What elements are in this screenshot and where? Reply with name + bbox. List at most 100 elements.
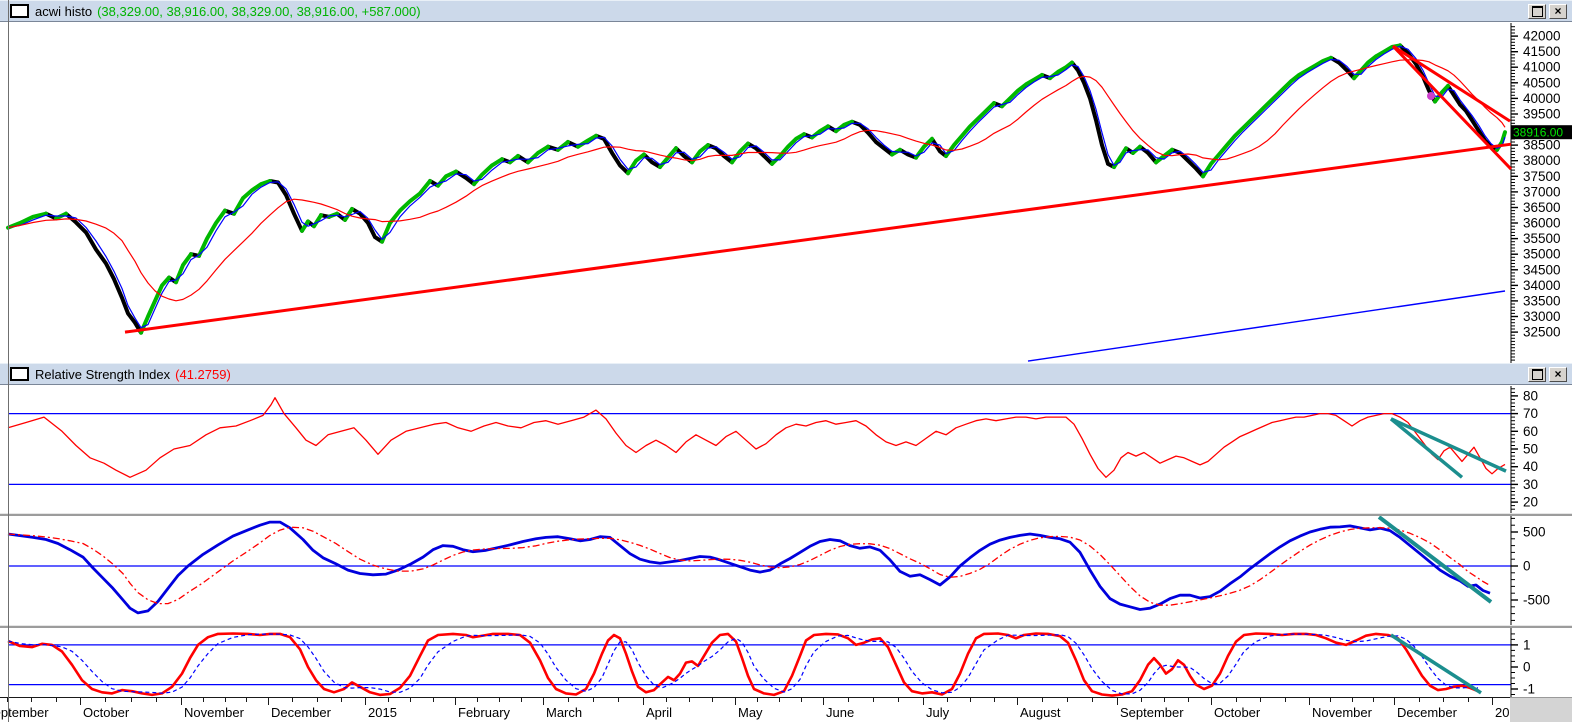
stoch-oscillator-signal-line xyxy=(7,633,1479,695)
date-tick xyxy=(898,698,899,702)
date-tick xyxy=(823,698,824,705)
rsi-tick-label: 50 xyxy=(1523,442,1538,457)
price-tick-label: 35000 xyxy=(1523,247,1561,262)
rsi-tick-label: 70 xyxy=(1523,406,1538,421)
month-label: November xyxy=(1312,705,1372,720)
date-tick xyxy=(946,698,948,702)
date-tick xyxy=(1351,698,1353,702)
panel-separator[interactable] xyxy=(0,513,1572,516)
fan-line-upper[interactable] xyxy=(1392,44,1511,123)
rsi-panel-title: Relative Strength Index xyxy=(35,366,171,382)
price-tick-label: 37000 xyxy=(1523,184,1561,199)
stoch-tick-label: -1 xyxy=(1523,682,1535,697)
date-tick xyxy=(316,698,318,702)
price-tick-label: 34500 xyxy=(1523,262,1561,277)
date-tick xyxy=(521,698,522,702)
price-window-buttons: × xyxy=(1528,4,1567,19)
price-ma-fast-line xyxy=(7,45,1506,329)
date-tick xyxy=(499,698,500,702)
date-tick xyxy=(666,698,667,702)
date-tick xyxy=(1042,698,1043,702)
month-label: December xyxy=(271,705,331,720)
rsi-plot: 80 70 60 50 40 30 20 xyxy=(7,386,1538,513)
mom-tick-label: 0 xyxy=(1523,559,1531,574)
date-tick xyxy=(292,698,294,702)
date-tick xyxy=(387,698,389,702)
momentum-plot: 500 0 -500 xyxy=(7,516,1550,625)
month-label: October xyxy=(83,705,130,720)
month-label: November xyxy=(184,705,244,720)
rsi-tick-label: 40 xyxy=(1523,459,1538,474)
date-tick xyxy=(268,698,269,705)
stoch-teal-trendline[interactable] xyxy=(1390,633,1482,695)
date-tick xyxy=(1309,698,1310,705)
price-tick-label: 38000 xyxy=(1523,153,1561,168)
date-tick xyxy=(1164,698,1165,702)
mom-tick-label: -500 xyxy=(1523,593,1550,608)
date-tick xyxy=(1211,698,1212,705)
date-tick xyxy=(202,698,204,702)
rsi-indicator-checkbox[interactable] xyxy=(10,367,29,381)
price-tick-label: 33500 xyxy=(1523,293,1561,308)
magenta-dot[interactable] xyxy=(1427,92,1435,100)
close-button[interactable]: × xyxy=(1549,4,1567,19)
price-tick-label: 38500 xyxy=(1523,138,1561,153)
date-tick xyxy=(432,698,434,702)
date-tick xyxy=(970,698,971,702)
price-tick-label: 37500 xyxy=(1523,169,1561,184)
price-tick-label: 34000 xyxy=(1523,278,1561,293)
close-button[interactable]: × xyxy=(1549,367,1567,382)
date-tick xyxy=(1418,698,1420,702)
date-tick xyxy=(735,698,736,705)
price-tick-label: 41500 xyxy=(1523,44,1561,59)
stoch-oscillator-line xyxy=(7,632,1479,697)
month-label: 2015 xyxy=(368,705,397,720)
close-icon: × xyxy=(1554,367,1562,381)
month-label: September xyxy=(0,705,49,720)
fan-line-lower[interactable] xyxy=(1391,45,1513,171)
maximize-button[interactable] xyxy=(1528,4,1546,19)
date-tick xyxy=(340,698,342,702)
date-tick xyxy=(923,698,924,705)
date-tick xyxy=(1492,698,1493,705)
date-tick xyxy=(1467,698,1469,702)
date-tick xyxy=(1092,698,1093,702)
date-tick xyxy=(568,698,569,702)
date-axis-corner xyxy=(1510,697,1572,722)
date-tick xyxy=(873,698,874,702)
month-label: July xyxy=(926,705,950,720)
price-down-segments xyxy=(44,43,1499,335)
month-label: February xyxy=(458,705,511,720)
date-tick xyxy=(130,698,132,702)
date-tick xyxy=(31,698,32,702)
date-tick xyxy=(993,698,995,702)
date-tick xyxy=(801,698,802,702)
date-tick xyxy=(1235,698,1237,702)
date-tick xyxy=(543,698,544,705)
price-tick-label: 33000 xyxy=(1523,309,1561,324)
stoch-tick-label: 0 xyxy=(1523,660,1531,675)
rsi-panel-titlebar[interactable]: Relative Strength Index (41.2759) × xyxy=(0,363,1572,385)
rsi-teal-upper[interactable] xyxy=(1390,417,1507,473)
mom-teal-trendline[interactable] xyxy=(1377,516,1493,604)
panel-separator[interactable] xyxy=(0,625,1572,628)
date-tick xyxy=(1017,698,1018,705)
date-tick xyxy=(1372,698,1374,702)
date-tick xyxy=(55,698,57,702)
rsi-window-buttons: × xyxy=(1528,367,1567,382)
mom-tick-label: 500 xyxy=(1523,525,1546,540)
date-tick xyxy=(246,698,248,702)
up-trendline[interactable] xyxy=(124,142,1512,334)
date-tick xyxy=(643,698,644,705)
date-tick xyxy=(689,698,690,702)
rsi-rsi-line xyxy=(7,397,1506,478)
price-up-segments xyxy=(6,43,1507,335)
date-tick xyxy=(618,698,619,702)
price-panel-titlebar[interactable]: acwi histo (38,329.00, 38,916.00, 38,329… xyxy=(0,0,1572,22)
lower-blue-trendline[interactable] xyxy=(1027,290,1506,362)
month-label: October xyxy=(1214,705,1261,720)
maximize-button[interactable] xyxy=(1528,367,1546,382)
rsi-teal-lower[interactable] xyxy=(1389,417,1464,479)
price-indicator-checkbox[interactable] xyxy=(10,4,29,18)
